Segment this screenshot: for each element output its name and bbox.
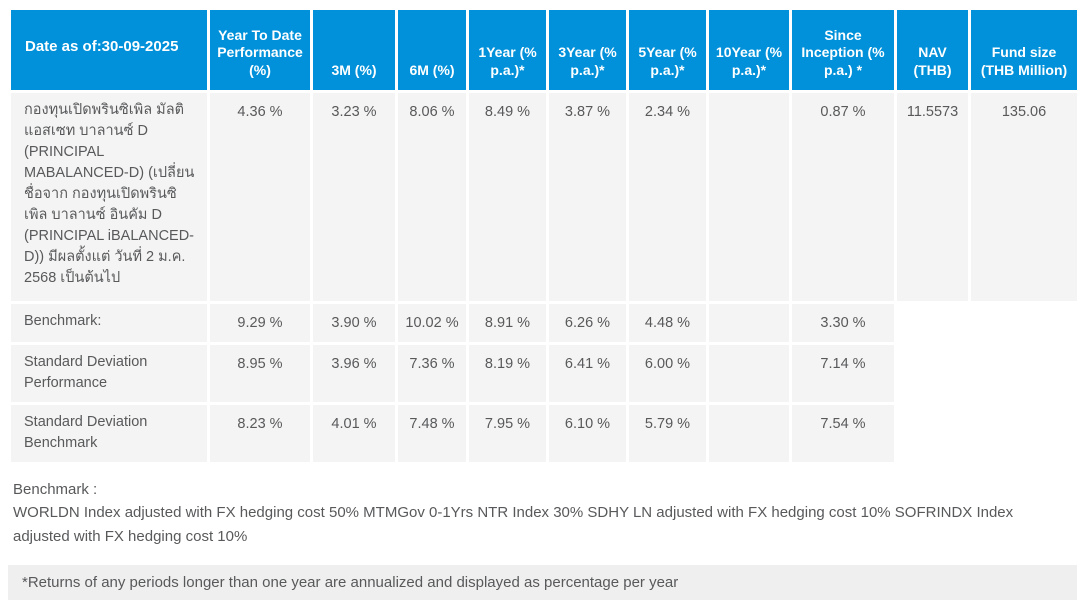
sd-benchmark-10year [709,405,789,463]
fund-nav: 11.5573 [897,93,968,301]
header-3m: 3M (%) [313,10,395,90]
benchmark-6m: 10.02 % [398,304,466,342]
sd-performance-3year: 6.41 % [549,345,626,403]
sd-performance-nav-empty [897,345,968,402]
benchmark-since-inception: 3.30 % [792,304,894,342]
sd-benchmark-1year: 7.95 % [469,405,546,463]
header-fund-size: Fund size (THB Million) [971,10,1077,90]
fund-6m: 8.06 % [398,93,466,301]
sd-benchmark-since-inception: 7.54 % [792,405,894,463]
footnote-text: *Returns of any periods longer than one … [22,573,679,591]
benchmark-ytd: 9.29 % [210,304,310,342]
fund-1year: 8.49 % [469,93,546,301]
fund-3year: 3.87 % [549,93,626,301]
benchmark-note: Benchmark : WORLDN Index adjusted with F… [8,478,1073,548]
fund-3m: 3.23 % [313,93,395,301]
benchmark-note-text: WORLDN Index adjusted with FX hedging co… [13,504,1014,545]
fund-5year: 2.34 % [629,93,706,301]
sd-benchmark-6m: 7.48 % [398,405,466,463]
sd-performance-3m: 3.96 % [313,345,395,403]
header-6m: 6M (%) [398,10,466,90]
header-10year: 10Year (% p.a.)* [709,10,789,90]
table-row-fund: กองทุนเปิดพรินซิเพิล มัลติ แอสเซท บาลานซ… [11,93,1077,301]
sd-performance-since-inception: 7.14 % [792,345,894,403]
sd-benchmark-fund-size-empty [971,405,1077,462]
table-header-row: Date as of:30-09-2025 Year To Date Perfo… [11,10,1077,90]
sd-performance-label: Standard Deviation Performance [11,345,207,403]
annualized-returns-footnote: *Returns of any periods longer than one … [8,564,1077,600]
sd-performance-10year [709,345,789,403]
fund-10year [709,93,789,301]
sd-benchmark-5year: 5.79 % [629,405,706,463]
benchmark-3year: 6.26 % [549,304,626,342]
benchmark-nav-empty [897,304,968,342]
benchmark-10year [709,304,789,342]
benchmark-note-title: Benchmark : [13,481,98,499]
sd-performance-6m: 7.36 % [398,345,466,403]
fund-name: กองทุนเปิดพรินซิเพิล มัลติ แอสเซท บาลานซ… [11,93,207,301]
benchmark-5year: 4.48 % [629,304,706,342]
sd-benchmark-3m: 4.01 % [313,405,395,463]
sd-benchmark-nav-empty [897,405,968,462]
fund-ytd: 4.36 % [210,93,310,301]
sd-performance-ytd: 8.95 % [210,345,310,403]
header-5year: 5Year (% p.a.)* [629,10,706,90]
benchmark-fund-size-empty [971,304,1077,342]
header-1year: 1Year (% p.a.)* [469,10,546,90]
table-row-benchmark: Benchmark: 9.29 % 3.90 % 10.02 % 8.91 % … [11,304,1077,342]
benchmark-1year: 8.91 % [469,304,546,342]
fund-performance-table: Date as of:30-09-2025 Year To Date Perfo… [8,7,1080,465]
header-date-as-of: Date as of:30-09-2025 [11,10,207,90]
sd-performance-1year: 8.19 % [469,345,546,403]
header-since-inception: Since Inception (% p.a.) * [792,10,894,90]
sd-performance-5year: 6.00 % [629,345,706,403]
table-row-sd-performance: Standard Deviation Performance 8.95 % 3.… [11,345,1077,403]
sd-benchmark-label: Standard Deviation Benchmark [11,405,207,463]
sd-benchmark-ytd: 8.23 % [210,405,310,463]
sd-performance-fund-size-empty [971,345,1077,402]
fund-since-inception: 0.87 % [792,93,894,301]
sd-benchmark-3year: 6.10 % [549,405,626,463]
fund-size-value: 135.06 [971,93,1077,301]
table-row-sd-benchmark: Standard Deviation Benchmark 8.23 % 4.01… [11,405,1077,463]
header-nav: NAV (THB) [897,10,968,90]
benchmark-3m: 3.90 % [313,304,395,342]
benchmark-label: Benchmark: [11,304,207,342]
header-ytd-performance: Year To Date Performance (%) [210,10,310,90]
header-3year: 3Year (% p.a.)* [549,10,626,90]
